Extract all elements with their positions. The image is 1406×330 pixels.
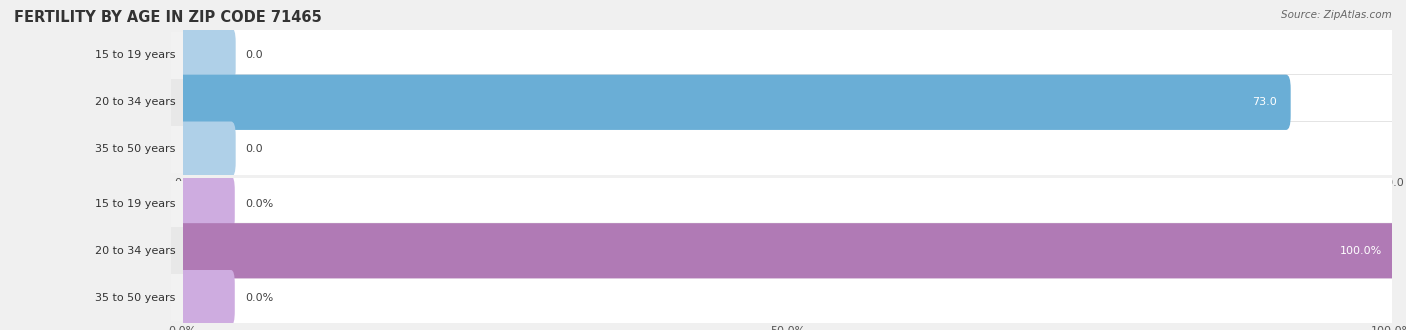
Text: 73.0: 73.0 bbox=[1251, 97, 1277, 107]
FancyBboxPatch shape bbox=[179, 270, 235, 325]
FancyBboxPatch shape bbox=[179, 28, 236, 83]
Text: Source: ZipAtlas.com: Source: ZipAtlas.com bbox=[1281, 10, 1392, 20]
Bar bbox=[170, 79, 1392, 126]
Text: 20 to 34 years: 20 to 34 years bbox=[96, 97, 176, 107]
Text: 100.0%: 100.0% bbox=[1340, 246, 1382, 256]
Text: 0.0: 0.0 bbox=[246, 144, 263, 154]
Bar bbox=[170, 32, 1392, 79]
Text: FERTILITY BY AGE IN ZIP CODE 71465: FERTILITY BY AGE IN ZIP CODE 71465 bbox=[14, 10, 322, 25]
Bar bbox=[170, 227, 1392, 274]
Text: 0.0%: 0.0% bbox=[246, 293, 274, 303]
Text: 0.0: 0.0 bbox=[246, 50, 263, 60]
FancyBboxPatch shape bbox=[179, 176, 1396, 232]
Text: 35 to 50 years: 35 to 50 years bbox=[96, 293, 176, 303]
FancyBboxPatch shape bbox=[179, 75, 1396, 130]
Text: 35 to 50 years: 35 to 50 years bbox=[96, 144, 176, 154]
FancyBboxPatch shape bbox=[179, 28, 1396, 83]
Bar bbox=[170, 274, 1392, 321]
Text: 0.0%: 0.0% bbox=[246, 199, 274, 209]
FancyBboxPatch shape bbox=[179, 270, 1396, 325]
FancyBboxPatch shape bbox=[179, 176, 235, 232]
Text: 20 to 34 years: 20 to 34 years bbox=[96, 246, 176, 256]
Bar bbox=[170, 181, 1392, 227]
FancyBboxPatch shape bbox=[179, 223, 1396, 279]
Text: 15 to 19 years: 15 to 19 years bbox=[96, 50, 176, 60]
FancyBboxPatch shape bbox=[179, 121, 236, 177]
FancyBboxPatch shape bbox=[179, 121, 1396, 177]
Bar bbox=[170, 126, 1392, 173]
Text: 15 to 19 years: 15 to 19 years bbox=[96, 199, 176, 209]
FancyBboxPatch shape bbox=[179, 223, 1396, 279]
FancyBboxPatch shape bbox=[179, 75, 1291, 130]
